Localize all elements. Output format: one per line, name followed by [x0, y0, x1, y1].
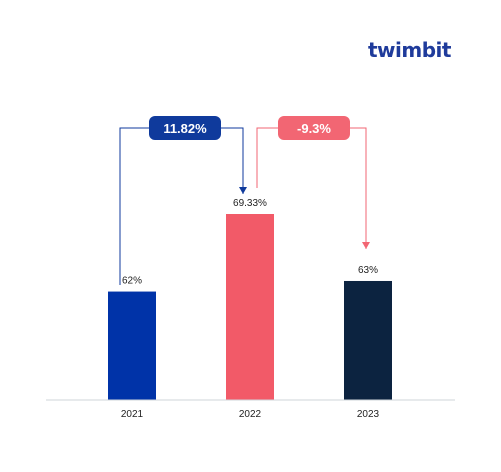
annotation-label-2022: 11.82% — [163, 121, 207, 136]
annotation-arrowhead-2023 — [362, 241, 370, 249]
annotation-bracket-2022 — [119, 127, 244, 285]
data-label-2022: 69.33% — [233, 198, 267, 209]
twimbit-logo: twimbit — [368, 38, 451, 62]
annotations-group: 11.82% -9.3% — [119, 116, 370, 285]
annotation-label-2023: -9.3% — [297, 121, 331, 136]
bar-2023 — [344, 280, 392, 400]
x-tick-labels-group: 2021 2022 2023 — [121, 409, 380, 420]
annotation-pill-2023 — [278, 116, 350, 140]
annotation-arrowhead-2022 — [239, 187, 247, 194]
logo-text: twimbit — [368, 38, 451, 62]
data-label-2021: 62% — [122, 276, 142, 287]
x-tick-2021: 2021 — [121, 409, 144, 420]
x-tick-2023: 2023 — [357, 409, 380, 420]
annotation-pill-2022 — [149, 116, 221, 140]
data-label-2023: 63% — [358, 265, 378, 276]
bar-2021 — [108, 291, 156, 400]
bars-group — [108, 214, 392, 400]
data-labels-group: 62% 69.33% 63% — [122, 198, 378, 287]
bar-2022 — [226, 214, 274, 400]
x-tick-2022: 2022 — [239, 409, 262, 420]
